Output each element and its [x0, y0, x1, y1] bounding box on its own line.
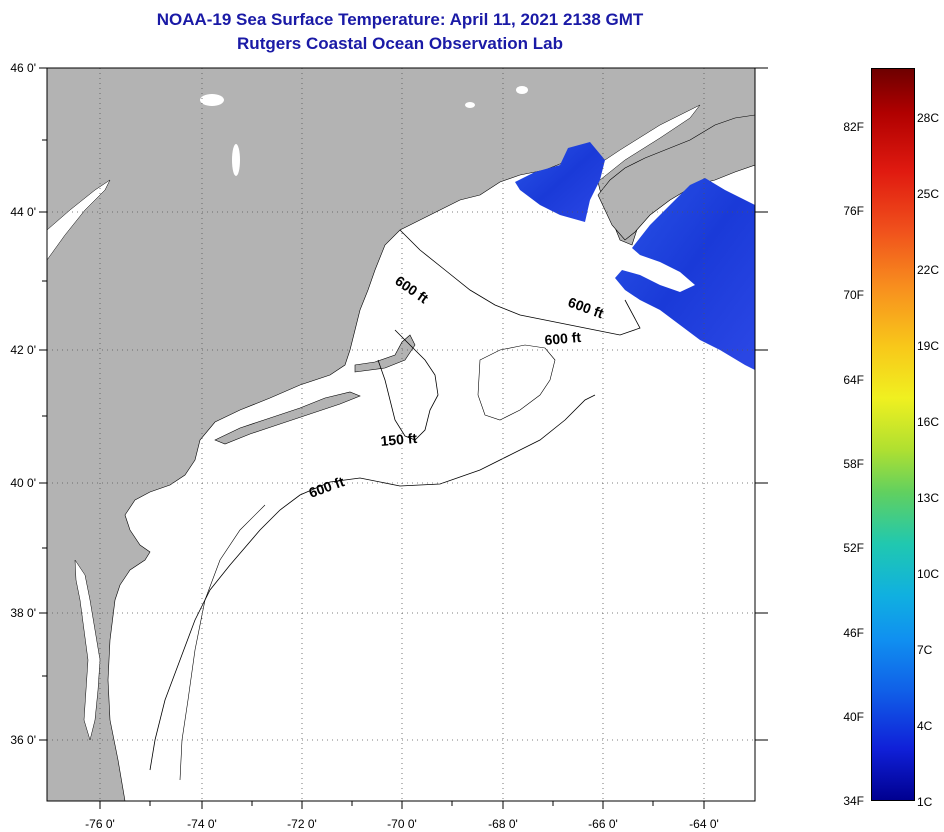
colorbar-f-label: 64F	[843, 373, 864, 387]
land-mass	[47, 68, 755, 801]
contour-600ft-gulf	[399, 229, 641, 336]
contour-150ft	[377, 329, 439, 441]
lat-label: 42 0'	[10, 343, 36, 357]
lake-4	[465, 102, 475, 108]
colorbar-f-label: 52F	[843, 541, 864, 555]
colorbar-f-label: 58F	[843, 457, 864, 471]
nova-scotia	[597, 114, 755, 241]
colorbar-f-label: 34F	[843, 794, 864, 808]
lake-3	[516, 86, 528, 94]
colorbar-c-label: 19C	[917, 339, 940, 353]
colorbar-c-label: 10C	[917, 567, 940, 581]
colorbar-c-label: 7C	[917, 643, 933, 657]
lon-label: -74 0'	[187, 817, 217, 831]
contour-label-600ft: 600 ft	[544, 329, 582, 348]
lon-label: -64 0'	[689, 817, 719, 831]
colorbar-f-label: 46F	[843, 626, 864, 640]
graticule	[47, 68, 755, 801]
long-island	[214, 391, 361, 445]
colorbar-f-label: 70F	[843, 288, 864, 302]
axis-ticks	[39, 67, 768, 809]
lake-1	[200, 94, 224, 106]
colorbar-c-label: 1C	[917, 795, 933, 809]
map-frame	[46, 67, 756, 802]
map-title: NOAA-19 Sea Surface Temperature: April 1…	[156, 10, 644, 29]
river-estuary	[47, 179, 111, 261]
colorbar-f-label: 76F	[843, 204, 864, 218]
chesapeake-bay	[74, 559, 101, 741]
colorbar-c-label: 25C	[917, 187, 940, 201]
lat-label: 36 0'	[10, 733, 36, 747]
colorbar-c-label: 16C	[917, 415, 940, 429]
colorbar-c-label: 22C	[917, 263, 940, 277]
lat-label: 40 0'	[10, 476, 36, 490]
lat-label: 38 0'	[10, 606, 36, 620]
lon-label: -68 0'	[488, 817, 518, 831]
sst-patch-fundy	[515, 142, 605, 222]
lake-2	[232, 144, 240, 176]
colorbar-c-label: 4C	[917, 719, 933, 733]
contour-label-150ft: 150 ft	[380, 430, 418, 449]
colorbar-c-label: 13C	[917, 491, 940, 505]
colorbar-c-label: 28C	[917, 111, 940, 125]
contour-600ft-shelf	[149, 394, 596, 771]
lon-label: -76 0'	[85, 817, 115, 831]
contour-inner-shelf	[179, 504, 266, 781]
lon-label: -70 0'	[387, 817, 417, 831]
colorbar-f-label: 82F	[843, 120, 864, 134]
lat-label: 44 0'	[10, 205, 36, 219]
georges-bank	[477, 344, 556, 421]
lat-label: 46 0'	[10, 61, 36, 75]
sst-patch-scotian-shelf	[615, 178, 755, 370]
colorbar-f-label: 40F	[843, 710, 864, 724]
temperature-colorbar	[871, 68, 915, 801]
bay-of-fundy	[589, 104, 701, 181]
map-subtitle: Rutgers Coastal Ocean Observation Lab	[237, 34, 563, 53]
lon-label: -66 0'	[588, 817, 618, 831]
cape-cod	[354, 334, 416, 373]
lon-label: -72 0'	[287, 817, 317, 831]
